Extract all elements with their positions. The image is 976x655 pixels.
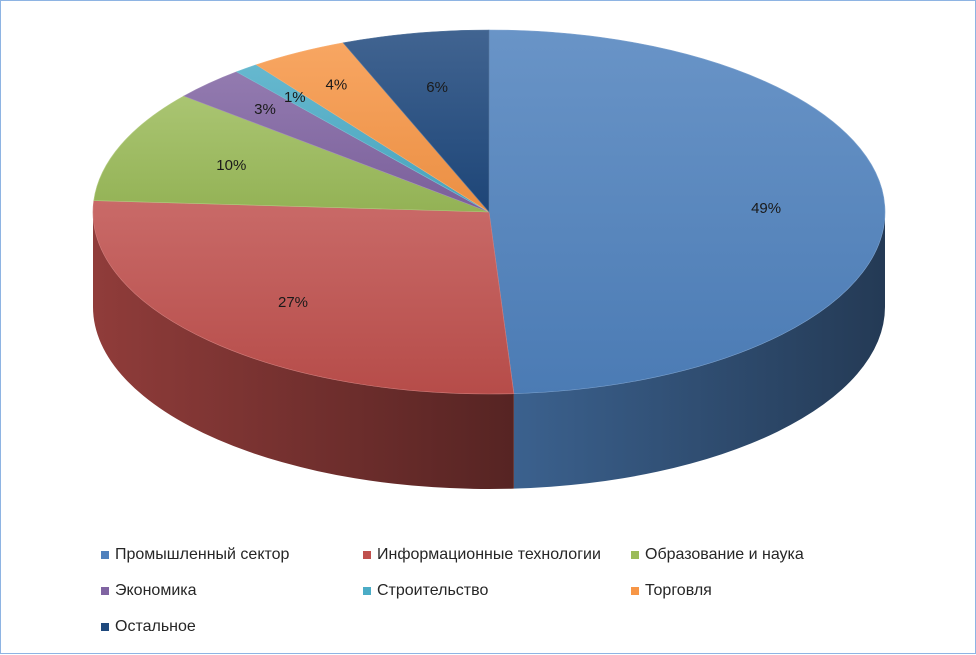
legend-label: Экономика — [115, 582, 197, 599]
legend-swatch — [363, 551, 371, 559]
data-label-industrial: 49% — [751, 200, 781, 217]
legend-label: Торговля — [645, 582, 712, 599]
pie-slice-education — [93, 95, 490, 213]
legend-swatch — [101, 551, 109, 559]
data-label-trade: 4% — [326, 76, 348, 93]
data-labels: 49% 27% 10% 3% 1% 4% 6% — [216, 76, 781, 311]
legend-item-other: Остальное — [101, 618, 363, 636]
pie-side-industrial — [513, 212, 885, 489]
legend-swatch — [363, 587, 371, 595]
pie-slice-industrial — [488, 29, 886, 394]
data-label-construction: 1% — [284, 89, 306, 106]
data-label-economics: 3% — [254, 101, 276, 118]
legend-swatch — [101, 623, 109, 631]
legend-item-it: Информационные технологии — [363, 546, 631, 564]
legend-label: Образование и наука — [645, 546, 804, 563]
pie-side-walls — [92, 212, 885, 489]
data-label-it: 27% — [278, 294, 308, 311]
legend-label: Остальное — [115, 618, 196, 635]
legend-swatch — [631, 551, 639, 559]
legend-swatch — [101, 587, 109, 595]
pie-slice-it — [92, 200, 515, 395]
legend-item-construction: Строительство — [363, 582, 631, 600]
legend-label: Промышленный сектор — [115, 546, 290, 563]
legend-item-education: Образование и наука — [631, 546, 861, 564]
legend-item-trade: Торговля — [631, 582, 861, 600]
legend-swatch — [631, 587, 639, 595]
data-label-other: 6% — [426, 79, 448, 96]
legend-label: Информационные технологии — [377, 546, 601, 563]
data-label-education: 10% — [216, 157, 246, 174]
pie-slice-other — [342, 29, 490, 213]
legend-item-industrial: Промышленный сектор — [101, 546, 363, 564]
legend-item-economics: Экономика — [101, 582, 363, 600]
pie-side-it — [92, 212, 514, 489]
legend: Промышленный сектор Информационные техно… — [101, 546, 861, 636]
pie-slices — [92, 29, 886, 395]
legend-label: Строительство — [377, 582, 489, 599]
